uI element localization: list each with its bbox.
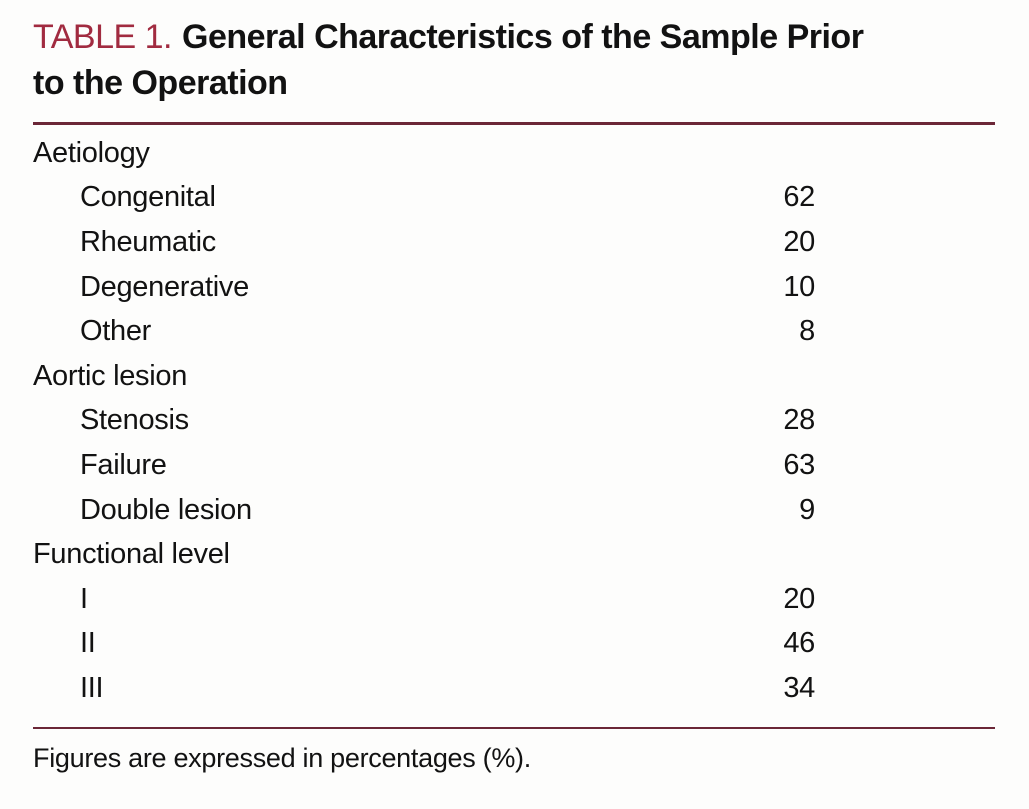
- row-label: II: [80, 627, 96, 660]
- row-label: Degenerative: [80, 270, 249, 303]
- table-footnote: Figures are expressed in percentages (%)…: [33, 742, 531, 773]
- row-label: Aortic lesion: [33, 359, 188, 392]
- table-title: TABLE 1. General Characteristics of the S…: [33, 14, 995, 106]
- table-row: Other 8: [33, 309, 995, 354]
- table-body: Aetiology Congenital 62 Rheumatic 20 Degenera…: [33, 131, 995, 711]
- row-value: 62: [783, 181, 815, 214]
- row-label: Stenosis: [80, 404, 189, 437]
- table-section-row: Functional level: [33, 532, 995, 577]
- row-label: Other: [80, 315, 152, 348]
- row-value: 8: [799, 315, 815, 348]
- row-label: I: [80, 582, 88, 615]
- row-value: 9: [799, 493, 815, 526]
- row-label: III: [80, 671, 104, 704]
- table-row: Double lesion 9: [33, 488, 995, 533]
- table-figure: TABLE 1. General Characteristics of the S…: [0, 14, 1029, 809]
- table-row: Rheumatic 20: [33, 220, 995, 265]
- table-row: Stenosis 28: [33, 399, 995, 444]
- table-title-line2: to the Operation: [33, 64, 288, 102]
- row-value: 46: [783, 627, 815, 660]
- table-row: Failure 63: [33, 443, 995, 488]
- row-label: Failure: [80, 448, 167, 481]
- row-value: 20: [783, 582, 815, 615]
- row-value: 10: [783, 270, 815, 303]
- table-title-line1: General Characteristics of the Sample Pr…: [182, 18, 864, 56]
- row-value: 34: [783, 671, 815, 704]
- row-label: Double lesion: [80, 493, 252, 526]
- row-label: Functional level: [33, 538, 230, 571]
- table-row: Degenerative 10: [33, 265, 995, 310]
- row-label: Rheumatic: [80, 225, 216, 258]
- row-value: 63: [783, 448, 815, 481]
- row-value: 28: [783, 404, 815, 437]
- table-row: Congenital 62: [33, 176, 995, 221]
- table-section-row: Aortic lesion: [33, 354, 995, 399]
- bottom-rule: [33, 726, 995, 729]
- row-label: Aetiology: [33, 136, 150, 169]
- table-row: II 46: [33, 622, 995, 667]
- row-label: Congenital: [80, 181, 216, 214]
- row-value: 20: [783, 225, 815, 258]
- top-rule: [33, 122, 995, 125]
- table-row: I 20: [33, 577, 995, 622]
- table-section-row: Aetiology: [33, 131, 995, 176]
- table-number-label: TABLE 1.: [33, 18, 173, 56]
- table-row: III 34: [33, 666, 995, 711]
